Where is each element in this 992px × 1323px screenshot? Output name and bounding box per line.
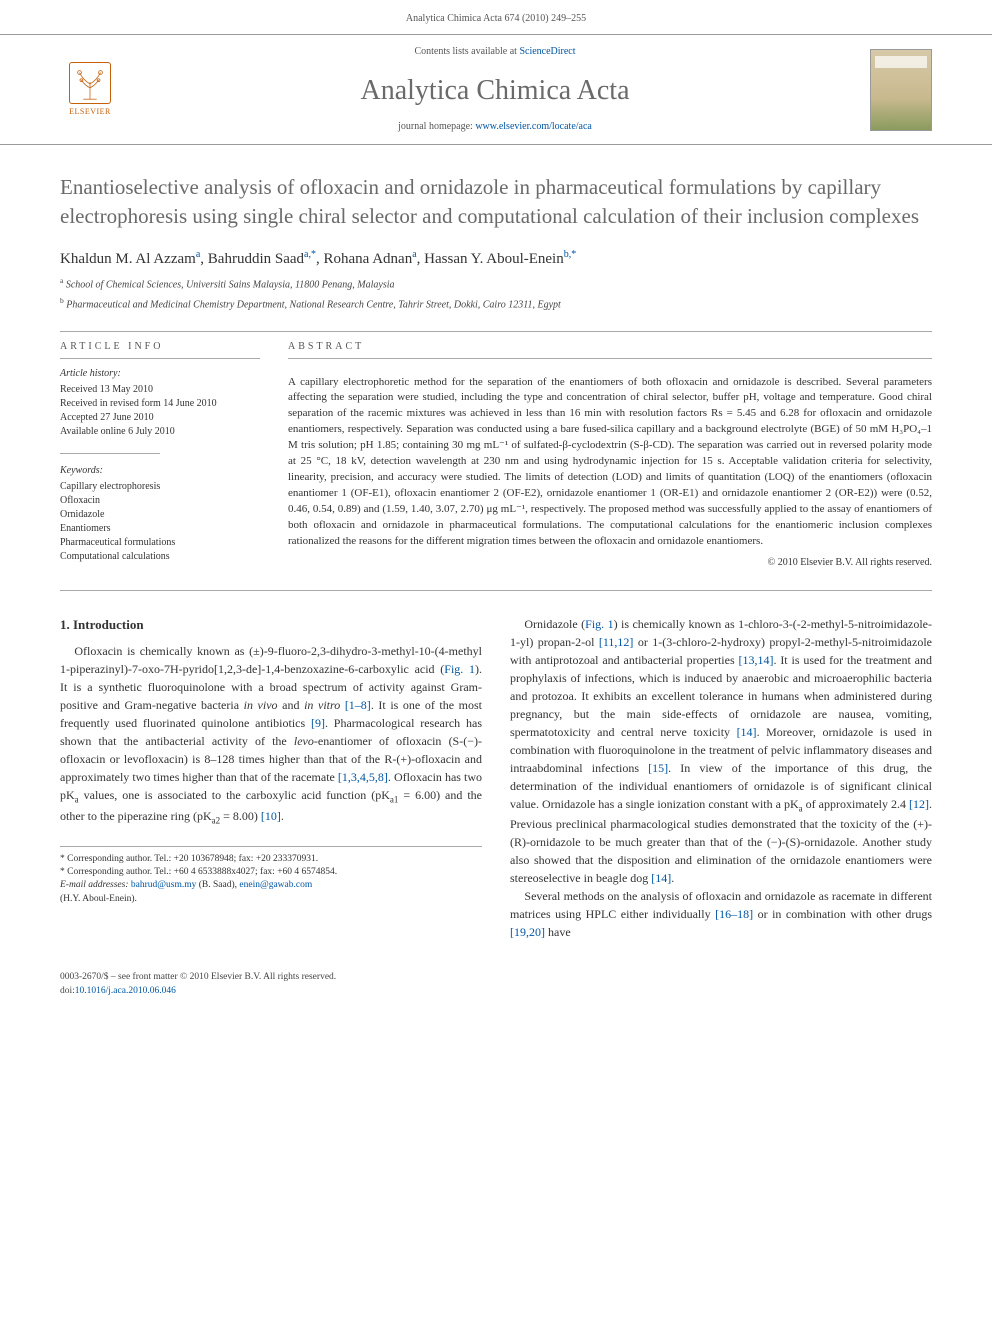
left-column: 1. Introduction Ofloxacin is chemically … <box>60 615 482 942</box>
intro-paragraph-left: Ofloxacin is chemically known as (±)-9-f… <box>60 642 482 828</box>
footnote-star1: * Corresponding author. Tel.: +20 103678… <box>60 853 482 866</box>
publisher-name: ELSEVIER <box>69 106 111 117</box>
article-history-block: Article history: Received 13 May 2010 Re… <box>60 367 260 439</box>
keyword: Pharmaceutical formulations <box>60 536 260 550</box>
homepage-line: journal homepage: www.elsevier.com/locat… <box>132 120 858 134</box>
email-link-2[interactable]: enein@gawab.com <box>239 880 312 890</box>
keyword: Ofloxacin <box>60 494 260 508</box>
running-header: Analytica Chimica Acta 674 (2010) 249–25… <box>0 0 992 34</box>
keyword: Capillary electrophoresis <box>60 480 260 494</box>
sciencedirect-link[interactable]: ScienceDirect <box>519 46 575 57</box>
contents-prefix: Contents lists available at <box>414 46 519 57</box>
right-column: Ornidazole (Fig. 1) is chemically known … <box>510 615 932 942</box>
keyword: Enantiomers <box>60 522 260 536</box>
masthead: ELSEVIER Contents lists available at Sci… <box>0 34 992 145</box>
keywords-block: Keywords: Capillary electrophoresis Oflo… <box>60 464 260 564</box>
article-body: Enantioselective analysis of ofloxacin a… <box>0 145 992 961</box>
keywords-label: Keywords: <box>60 464 260 478</box>
keyword: Computational calculations <box>60 550 260 564</box>
doi-link[interactable]: 10.1016/j.aca.2010.06.046 <box>75 986 176 996</box>
footnote-email2-name: (H.Y. Aboul-Enein). <box>60 893 482 906</box>
keyword: Ornidazole <box>60 508 260 522</box>
homepage-prefix: journal homepage: <box>398 121 475 132</box>
body-two-column: 1. Introduction Ofloxacin is chemically … <box>60 615 932 942</box>
abstract-text: A capillary electrophoretic method for t… <box>288 367 932 550</box>
divider <box>60 453 160 454</box>
footer-doi: doi:10.1016/j.aca.2010.06.046 <box>60 985 932 998</box>
history-item: Accepted 27 June 2010 <box>60 411 260 425</box>
footnote-star2: * Corresponding author. Tel.: +60 4 6533… <box>60 866 482 879</box>
citation-text: Analytica Chimica Acta 674 (2010) 249–25… <box>406 13 586 24</box>
abstract-heading: abstract <box>288 332 932 359</box>
introduction-heading: 1. Introduction <box>60 615 482 635</box>
elsevier-tree-icon <box>69 62 111 104</box>
author-2: Bahruddin Saada,* <box>208 251 316 267</box>
article-title: Enantioselective analysis of ofloxacin a… <box>60 173 932 230</box>
masthead-center: Contents lists available at ScienceDirec… <box>132 45 858 134</box>
footnote-emails: E-mail addresses: bahrud@usm.my (B. Saad… <box>60 879 482 892</box>
journal-cover-thumbnail <box>870 49 932 131</box>
homepage-link[interactable]: www.elsevier.com/locate/aca <box>475 121 592 132</box>
abstract-column: abstract A capillary electrophoretic met… <box>288 332 932 578</box>
page-footer: 0003-2670/$ – see front matter © 2010 El… <box>0 961 992 1018</box>
intro-paragraph-right-2: Several methods on the analysis of oflox… <box>510 887 932 941</box>
footer-issn: 0003-2670/$ – see front matter © 2010 El… <box>60 971 932 984</box>
contents-line: Contents lists available at ScienceDirec… <box>132 45 858 59</box>
history-item: Received in revised form 14 June 2010 <box>60 397 260 411</box>
intro-paragraph-right-1: Ornidazole (Fig. 1) is chemically known … <box>510 615 932 888</box>
history-label: Article history: <box>60 367 260 381</box>
article-info-column: article info Article history: Received 1… <box>60 332 260 578</box>
author-3: Rohana Adnana <box>323 251 416 267</box>
affiliation-b: b Pharmaceutical and Medicinal Chemistry… <box>60 296 932 312</box>
journal-name: Analytica Chimica Acta <box>132 71 858 110</box>
affiliation-a: a School of Chemical Sciences, Universit… <box>60 276 932 292</box>
info-abstract-row: article info Article history: Received 1… <box>60 331 932 591</box>
authors-line: Khaldun M. Al Azzama, Bahruddin Saada,*,… <box>60 248 932 270</box>
email-link-1[interactable]: bahrud@usm.my <box>131 880 196 890</box>
publisher-logo: ELSEVIER <box>60 55 120 125</box>
history-item: Available online 6 July 2010 <box>60 425 260 439</box>
corresponding-footnotes: * Corresponding author. Tel.: +20 103678… <box>60 846 482 906</box>
abstract-copyright: © 2010 Elsevier B.V. All rights reserved… <box>288 556 932 570</box>
author-1: Khaldun M. Al Azzama <box>60 251 200 267</box>
author-4: Hassan Y. Aboul-Eneinb,* <box>424 251 576 267</box>
article-info-heading: article info <box>60 332 260 359</box>
history-item: Received 13 May 2010 <box>60 383 260 397</box>
